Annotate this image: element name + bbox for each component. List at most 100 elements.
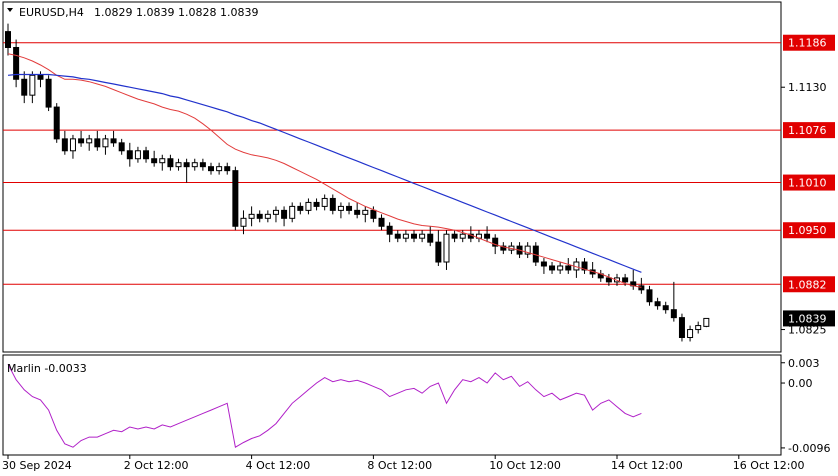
bearish-candle bbox=[94, 138, 101, 148]
indicator-panel-frame bbox=[2, 354, 782, 456]
time-tick-label: 14 Oct 12:00 bbox=[611, 459, 683, 472]
bearish-candle bbox=[581, 261, 588, 271]
fast-moving-average-line bbox=[7, 53, 642, 288]
time-tick-label: 16 Oct 12:00 bbox=[733, 459, 805, 472]
level-price-label: 1.1186 bbox=[788, 37, 827, 50]
bullish-candle bbox=[337, 205, 344, 211]
time-axis: 30 Sep 2024 2 Oct 12:00 4 Oct 12:00 8 Oct 1… bbox=[2, 455, 805, 472]
bearish-candle bbox=[540, 261, 547, 267]
bearish-candle bbox=[126, 150, 133, 160]
bearish-candle bbox=[5, 31, 11, 48]
bullish-candle bbox=[305, 201, 312, 211]
bullish-candle bbox=[69, 138, 76, 152]
bullish-candle bbox=[102, 138, 109, 148]
bearish-candle bbox=[208, 166, 214, 172]
price-axis: 1.0825 1.1130 1.1186 1.1076 1.1010 1.0950 1.08… bbox=[781, 34, 835, 337]
time-tick-label: 8 Oct 12:00 bbox=[367, 459, 432, 472]
bullish-candle bbox=[240, 217, 247, 227]
indicator-axis: 0.003 0.00 -0.0096 bbox=[781, 357, 830, 455]
current-price-label: 1.0839 bbox=[788, 312, 827, 325]
bullish-candle bbox=[216, 166, 223, 172]
bearish-candle bbox=[183, 162, 190, 168]
level-price-label: 1.0950 bbox=[788, 224, 827, 237]
bearish-candle bbox=[549, 265, 556, 271]
bearish-candle bbox=[427, 233, 434, 243]
bearish-candle bbox=[370, 209, 377, 219]
symbol-label: EURUSD,H4 bbox=[19, 6, 84, 19]
bearish-candle bbox=[224, 166, 231, 172]
level-price-tag bbox=[783, 174, 835, 191]
bullish-candle bbox=[402, 233, 409, 239]
bullish-candle bbox=[703, 317, 710, 327]
bullish-candle bbox=[289, 205, 296, 219]
indicator-title: Marlin -0.0033 bbox=[7, 362, 87, 375]
bullish-candle bbox=[248, 213, 255, 219]
bearish-candle bbox=[53, 106, 60, 140]
time-tick-label: 10 Oct 12:00 bbox=[489, 459, 561, 472]
bearish-candle bbox=[354, 209, 361, 215]
bearish-candle bbox=[500, 245, 507, 251]
bearish-candle bbox=[118, 142, 125, 152]
bearish-candle bbox=[622, 277, 629, 283]
level-price-label: 1.0882 bbox=[788, 278, 827, 291]
bearish-candle bbox=[646, 289, 653, 303]
bearish-candle bbox=[378, 217, 385, 227]
indicator-tick-label: 0.00 bbox=[788, 377, 813, 390]
bullish-candle bbox=[687, 329, 694, 338]
bullish-candle bbox=[272, 209, 279, 215]
bullish-candle bbox=[29, 74, 36, 96]
level-price-tag bbox=[783, 122, 835, 139]
bearish-candle bbox=[313, 201, 320, 207]
bearish-candle bbox=[662, 305, 669, 311]
price-panel-frame bbox=[2, 1, 782, 353]
bullish-candle bbox=[443, 233, 450, 263]
bullish-candle bbox=[191, 162, 198, 168]
bullish-candle bbox=[264, 213, 271, 219]
bearish-candle bbox=[167, 158, 174, 168]
level-price-label: 1.1010 bbox=[788, 177, 827, 190]
bearish-candle bbox=[329, 197, 336, 211]
bearish-candle bbox=[151, 158, 158, 164]
level-price-tag bbox=[783, 34, 835, 51]
bullish-candle bbox=[695, 325, 702, 331]
bearish-candle bbox=[297, 205, 304, 211]
bearish-candle bbox=[78, 138, 85, 144]
bullish-candle bbox=[524, 245, 531, 255]
bearish-candle bbox=[678, 317, 685, 338]
bearish-candle bbox=[451, 233, 458, 239]
bearish-candle bbox=[281, 209, 288, 219]
indicator-tick-label: 0.003 bbox=[788, 357, 820, 370]
level-price-tag bbox=[783, 276, 835, 293]
bearish-candle bbox=[232, 170, 239, 227]
level-price-label: 1.1076 bbox=[788, 124, 827, 137]
bullish-candle bbox=[86, 138, 93, 144]
level-price-tag bbox=[783, 222, 835, 239]
bullish-candle bbox=[557, 265, 564, 271]
bearish-candle bbox=[110, 138, 117, 144]
candlesticks bbox=[5, 23, 710, 342]
bullish-candle bbox=[159, 158, 166, 164]
slow-moving-average-line bbox=[7, 73, 642, 273]
bullish-candle bbox=[362, 209, 369, 215]
ohlc-values: 1.0829 1.0839 1.0828 1.0839 bbox=[94, 6, 258, 19]
support-resistance-levels bbox=[3, 42, 781, 285]
current-price-tag bbox=[783, 310, 835, 327]
bearish-candle bbox=[61, 138, 68, 152]
bearish-candle bbox=[346, 205, 353, 211]
bullish-candle bbox=[459, 233, 466, 239]
bullish-candle bbox=[175, 162, 182, 168]
bearish-candle bbox=[21, 78, 28, 96]
indicator-tick-label: -0.0096 bbox=[788, 442, 830, 455]
bearish-candle bbox=[492, 237, 499, 247]
time-tick-label: 2 Oct 12:00 bbox=[124, 459, 189, 472]
bullish-candle bbox=[134, 150, 141, 160]
bearish-candle bbox=[484, 233, 491, 239]
bearish-candle bbox=[605, 277, 612, 283]
bearish-candle bbox=[199, 162, 206, 168]
price-tick-label: 1.0825 bbox=[788, 324, 827, 337]
bearish-candle bbox=[143, 150, 150, 160]
bullish-candle bbox=[419, 233, 426, 239]
dropdown-triangle-icon[interactable] bbox=[7, 8, 13, 12]
